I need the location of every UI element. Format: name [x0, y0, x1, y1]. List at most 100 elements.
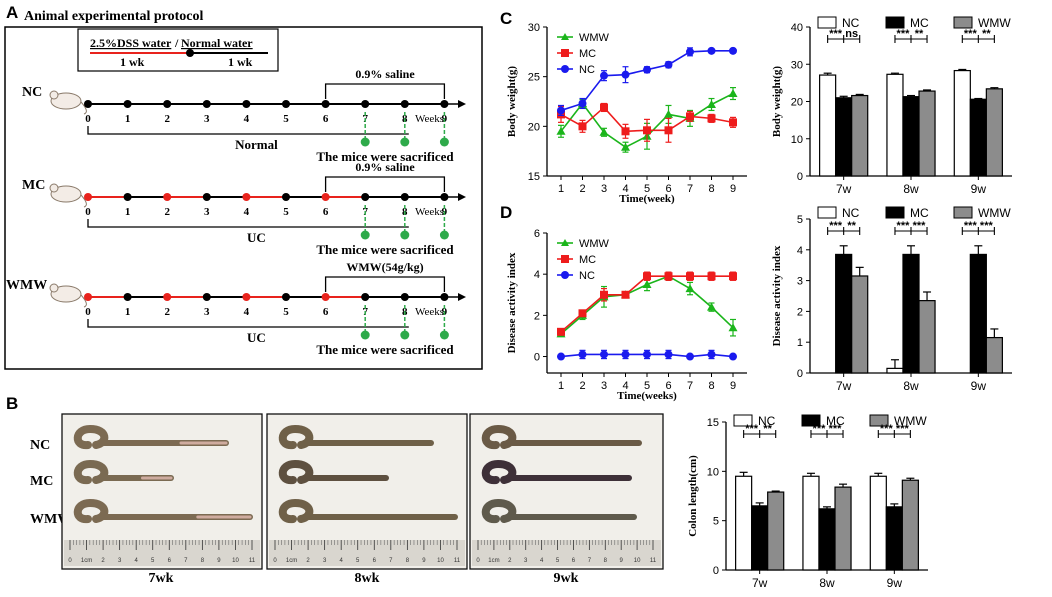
data-point: [685, 284, 695, 293]
y-tick-label: 4: [797, 245, 803, 257]
data-point: [621, 290, 630, 299]
bar: [818, 508, 836, 571]
group-label: MC: [22, 178, 45, 193]
data-point: [621, 142, 630, 151]
ruler-label: 5: [556, 558, 560, 564]
data-point: [621, 127, 630, 136]
sig-label: **: [915, 28, 924, 40]
ruler-label: 11: [454, 558, 461, 564]
week-tick: 3: [204, 206, 210, 218]
legend-label: WMW: [579, 32, 610, 44]
sig-label: ***: [964, 28, 978, 40]
y-tick-label: 3: [797, 276, 803, 288]
x-tick-label: 8: [708, 380, 714, 392]
series-mc: MC: [557, 48, 737, 143]
week-tick: 6: [323, 206, 329, 218]
ruler-label: 5: [356, 558, 360, 564]
weeks-label: Weeks: [415, 113, 444, 125]
week-tick: 4: [244, 306, 250, 318]
ruler-label: 8: [201, 558, 205, 564]
mouse-ear: [49, 90, 59, 100]
mouse-ear: [49, 283, 59, 293]
legend-label: NC: [842, 16, 860, 30]
data-point: [664, 60, 673, 69]
y-tick-label: 0: [713, 565, 719, 577]
timeline-dot: [242, 100, 251, 108]
legend-label: WMW: [978, 206, 1011, 220]
y-tick-label: 5: [797, 214, 803, 226]
x-tick-label: 4: [622, 183, 628, 195]
y-tick-label: 40: [791, 22, 803, 34]
legend-label: NC: [579, 64, 595, 76]
data-point: [578, 350, 587, 359]
timeline-dot: [242, 193, 251, 201]
legend-dss: 2.5%DSS water: [90, 36, 172, 50]
timeline-dot: [440, 193, 449, 201]
chart-dai-line: 0 2 4 6 1 2 3 4 5 6 7 8 9 Time(weeks) Disease activity…: [506, 228, 747, 402]
data-point: [578, 99, 587, 108]
ruler-label: 8: [604, 558, 608, 564]
week-tick: 4: [244, 206, 250, 218]
treatment-label: WMW(54g/kg): [346, 260, 423, 274]
ruler-label: 1cm: [488, 558, 499, 564]
ruler: 0 1cm 2 3 4 5 6 7 8 9 10 11: [269, 540, 465, 566]
data-point: [621, 70, 630, 79]
sacrifice-dot: [360, 137, 370, 147]
bar: [851, 275, 869, 374]
legend-swatch: [885, 16, 905, 29]
y-axis-label: Disease activity index: [771, 245, 783, 346]
legend-label: MC: [579, 254, 596, 266]
sig-label: ***: [880, 423, 894, 435]
bar: [851, 94, 869, 177]
chart-body-weight-line: 15 20 25 30 1 2 3 4 5 6 7 8 9 Time(week) Body weight(g…: [506, 22, 747, 205]
y-tick-label: 10: [707, 466, 719, 478]
data-point: [600, 350, 608, 359]
series-nc: NC: [557, 46, 737, 117]
bar: [735, 475, 753, 571]
y-tick-label: 6: [534, 228, 540, 240]
ruler-label: 8: [406, 558, 410, 564]
data-point: [557, 327, 565, 336]
bar: [767, 491, 785, 571]
x-tick-label: 9: [730, 380, 736, 392]
x-tick-label: 3: [601, 380, 607, 392]
bar: [969, 253, 987, 374]
bar: [835, 97, 853, 177]
sig-label: ***: [896, 423, 910, 435]
photo-row-label: NC: [30, 438, 50, 453]
ruler-label: 2: [306, 558, 310, 564]
x-tick-label: 5: [644, 380, 650, 392]
legend-marker: [561, 33, 569, 40]
data-point: [557, 106, 565, 115]
data-point: [686, 352, 694, 361]
treatment-bracket: [324, 276, 446, 292]
legend-wk-right: 1 wk: [228, 55, 253, 69]
timeline-arrow: [458, 293, 466, 301]
sacrifice-dot: [400, 137, 410, 147]
colon-photos: 0 1cm 2 3 4 5 6 7 8 9 10 11 0 1cm 2 3 4 5 6 7 8 9 10 11 0 1cm 2 3 4 5…: [61, 413, 664, 570]
sacrifice-dot: [360, 330, 370, 340]
sig-label: ***: [829, 28, 843, 40]
y-tick-label: 30: [528, 22, 540, 34]
series-wmw: WMW: [556, 238, 738, 338]
ruler-label: 2: [101, 558, 105, 564]
panel-label-c: C: [500, 9, 512, 28]
sacrifice-dot: [360, 230, 370, 240]
x-tick-label: 2: [579, 183, 585, 195]
legend-label: NC: [579, 270, 595, 282]
x-tick-label: 7: [687, 183, 693, 195]
week-tick: 1: [125, 113, 131, 125]
y-tick-label: 0: [797, 171, 803, 183]
weeks-label: Weeks: [415, 206, 444, 218]
data-point: [707, 99, 716, 108]
legend-label: MC: [910, 206, 929, 220]
sig-label: ***: [813, 423, 827, 435]
ruler-label: 0: [476, 558, 480, 564]
x-tick-label: 7w: [752, 576, 768, 590]
ruler-label: 4: [540, 558, 544, 564]
data-point: [707, 272, 716, 281]
x-tick-label: 5: [644, 183, 650, 195]
x-tick-label: 6: [665, 380, 671, 392]
